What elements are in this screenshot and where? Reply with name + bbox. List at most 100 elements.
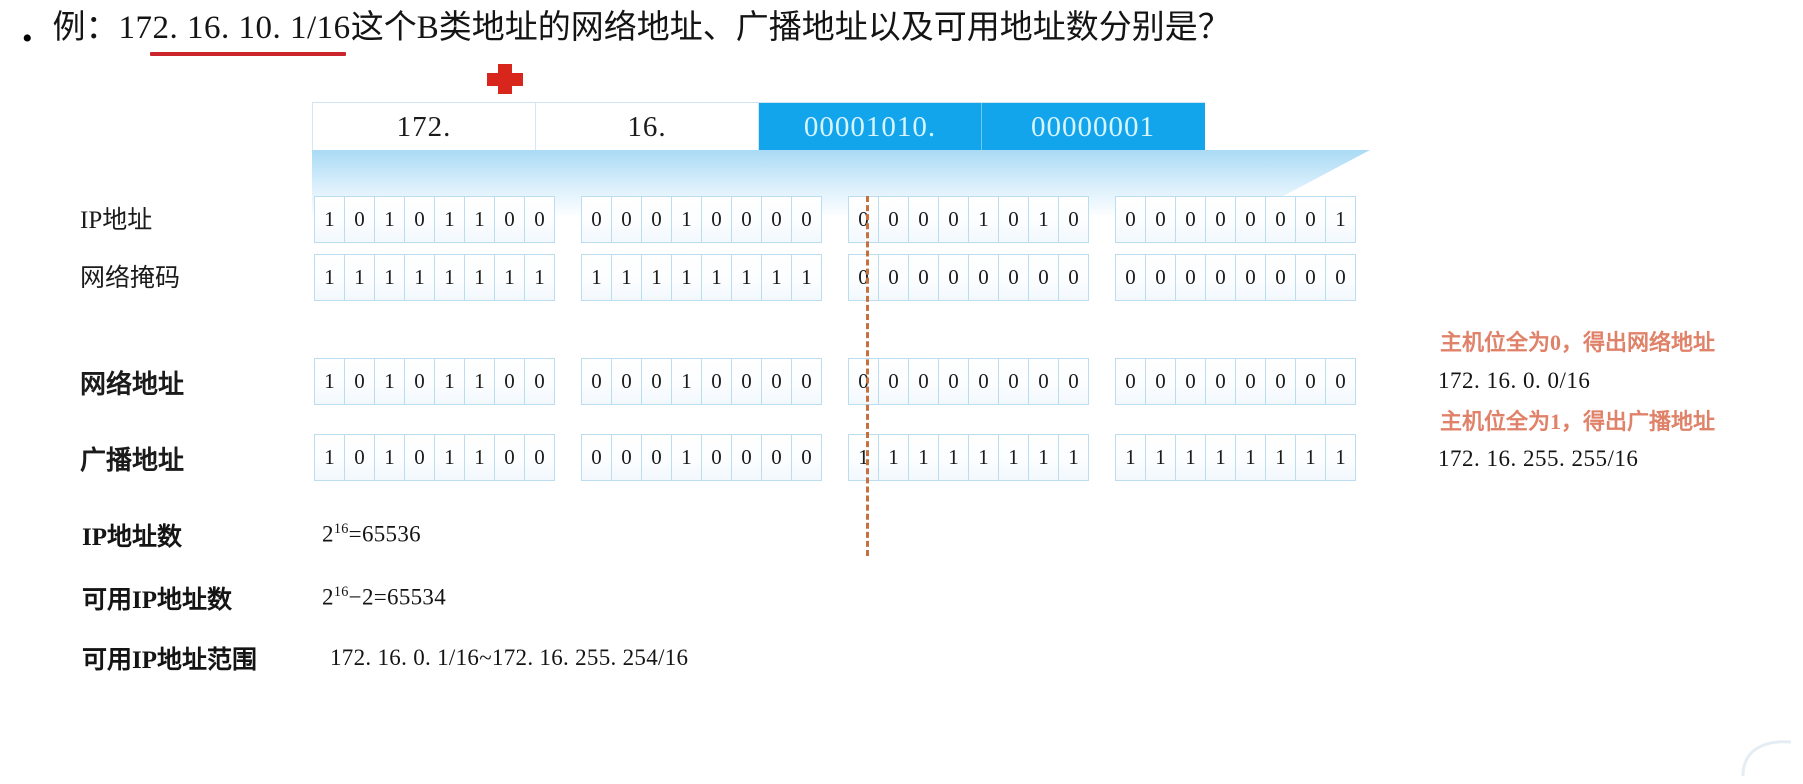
bit-cell: 0: [1325, 254, 1356, 301]
bit-cell: 0: [701, 434, 732, 481]
stat-value-total-addresses: 216=65536: [322, 521, 421, 548]
value-network-address: 172. 16. 0. 0/16: [1438, 368, 1591, 393]
stat-tail-1: −2=65534: [348, 584, 447, 610]
bit-cell: 0: [791, 358, 822, 405]
red-cross-marker-icon: [487, 64, 523, 94]
bit-cell: 0: [1175, 358, 1206, 405]
bit-cell: 0: [344, 434, 375, 481]
bit-cell: 0: [1115, 358, 1146, 405]
stat-tail-0: =65536: [348, 521, 421, 547]
bit-cell: 1: [314, 196, 345, 243]
bit-cell: 0: [1115, 196, 1146, 243]
title-row: • 例：172. 16. 10. 1/16这个B类地址的网络地址、广播地址以及可…: [22, 8, 1803, 54]
bit-cell: 1: [581, 254, 612, 301]
bit-cell: 1: [1028, 434, 1059, 481]
bit-cell: 1: [314, 254, 345, 301]
host-boundary-separator: [866, 196, 869, 556]
bit-cell: 0: [641, 358, 672, 405]
bit-cell: 1: [404, 254, 435, 301]
bit-cell: 1: [611, 254, 642, 301]
bit-cell: 0: [1028, 358, 1059, 405]
bit-cell: 0: [1175, 254, 1206, 301]
bit-cell: 1: [494, 254, 525, 301]
bit-cell: 1: [968, 434, 999, 481]
bit-cell: 1: [314, 434, 345, 481]
bit-cell: 1: [1325, 434, 1356, 481]
bit-cell: 1: [1325, 196, 1356, 243]
stat-label-total-addresses: IP地址数: [82, 524, 183, 551]
octet-header-bar: 172. 16. 00001010. 00000001: [312, 102, 1205, 151]
bit-cell: 0: [581, 434, 612, 481]
bit-cell: 0: [908, 358, 939, 405]
bit-cell: 0: [1145, 196, 1176, 243]
bit-cell: 0: [1235, 254, 1266, 301]
bit-cell: 1: [434, 358, 465, 405]
bit-cell: 0: [1028, 254, 1059, 301]
bit-cell: 0: [641, 196, 672, 243]
bit-cell: 1: [434, 196, 465, 243]
title-ip-address: 172. 16. 10. 1/16: [118, 10, 351, 46]
bit-cell: 0: [938, 254, 969, 301]
bit-cell: 0: [731, 196, 762, 243]
bit-cell: 0: [791, 434, 822, 481]
bit-cell: 1: [938, 434, 969, 481]
bit-cell: 0: [968, 254, 999, 301]
bit-cell: 0: [581, 196, 612, 243]
bit-cell: 0: [1205, 254, 1236, 301]
bit-cell: 0: [1058, 358, 1089, 405]
bit-cell: 1: [998, 434, 1029, 481]
bit-cell: 1: [464, 196, 495, 243]
bit-cell: 1: [374, 196, 405, 243]
bit-cell: 0: [701, 196, 732, 243]
bit-cell: 0: [1205, 358, 1236, 405]
bit-cell: 0: [791, 196, 822, 243]
bit-cell: 1: [464, 434, 495, 481]
page-title: 例：172. 16. 10. 1/16这个B类地址的网络地址、广播地址以及可用地…: [53, 8, 1231, 49]
row-label-ip-address: IP地址: [80, 207, 153, 234]
bit-cell: 0: [878, 254, 909, 301]
bit-cell: 1: [1058, 434, 1089, 481]
bit-cell: 0: [1205, 196, 1236, 243]
bit-cell: 1: [1235, 434, 1266, 481]
bit-cell: 0: [1175, 196, 1206, 243]
bit-cell: 1: [1175, 434, 1206, 481]
bit-cell: 1: [434, 434, 465, 481]
bit-cell: 0: [1235, 358, 1266, 405]
bit-cell: 0: [1058, 254, 1089, 301]
bit-cell: 1: [908, 434, 939, 481]
bit-cell: 1: [374, 358, 405, 405]
bit-cell: 1: [701, 254, 732, 301]
bit-cell: 0: [1145, 358, 1176, 405]
note-broadcast-rule: 主机位全为1，得出广播地址: [1440, 409, 1716, 434]
bit-cell: 1: [434, 254, 465, 301]
bit-cell: 1: [1115, 434, 1146, 481]
bit-cell: 0: [848, 196, 879, 243]
bit-cell: 1: [761, 254, 792, 301]
bit-cell: 0: [524, 434, 555, 481]
stat-base-1: 2: [322, 584, 334, 610]
bit-cell: 0: [878, 358, 909, 405]
bit-cell: 0: [848, 254, 879, 301]
bit-cell: 0: [908, 196, 939, 243]
bit-cell: 1: [464, 254, 495, 301]
stat-value-usable-range: 172. 16. 0. 1/16~172. 16. 255. 254/16: [330, 645, 689, 670]
bit-cell: 0: [1265, 358, 1296, 405]
bit-cell: 1: [344, 254, 375, 301]
bit-cell: 1: [1265, 434, 1296, 481]
octet-box-1: 172.: [312, 103, 536, 151]
funnel-connector: [312, 150, 1370, 218]
bit-cell: 0: [1058, 196, 1089, 243]
title-underline: [150, 52, 346, 56]
